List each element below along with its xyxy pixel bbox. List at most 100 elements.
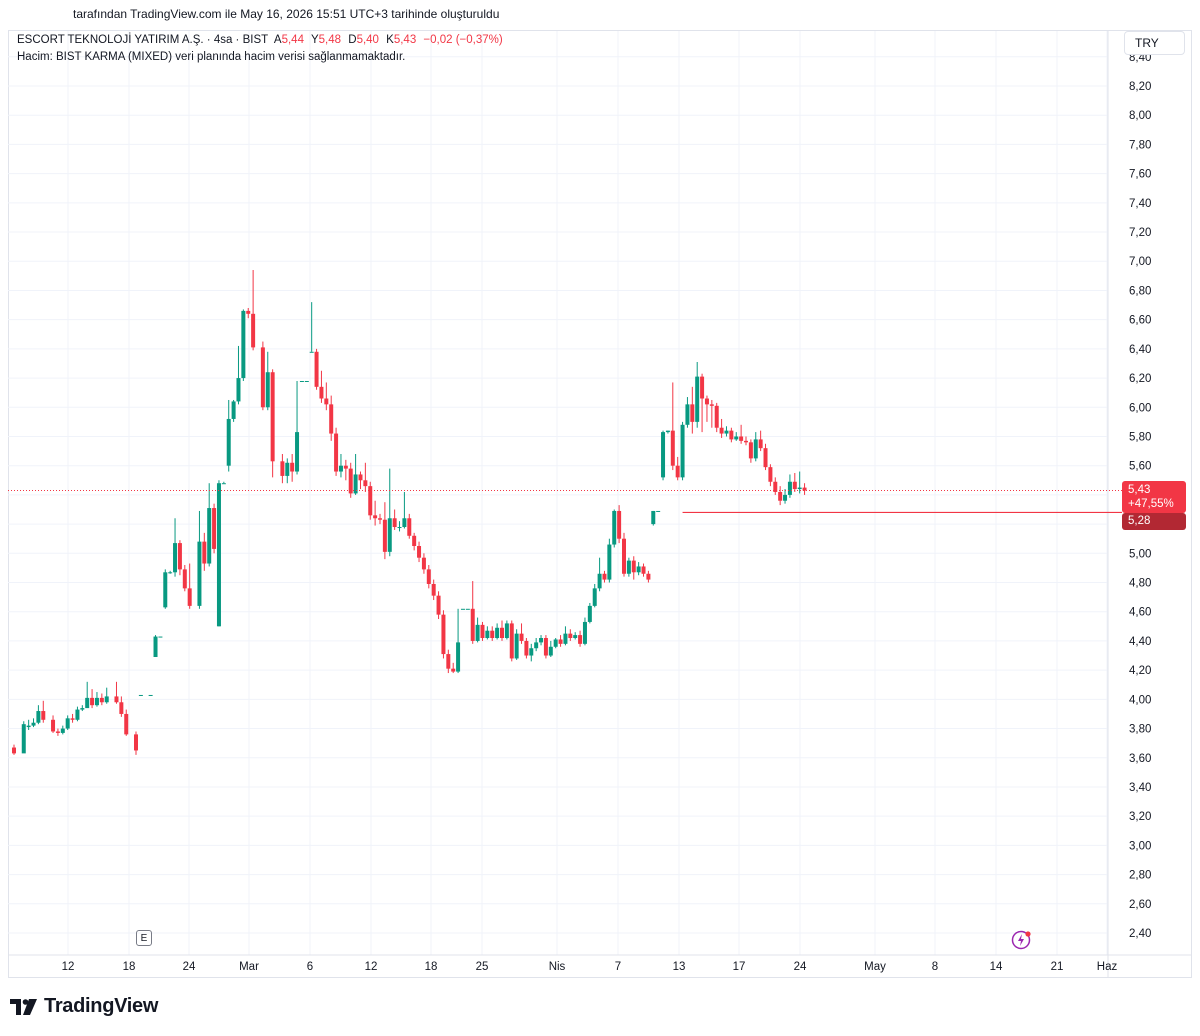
high-value: 5,48	[318, 34, 342, 46]
candle-body	[607, 544, 612, 580]
horizontal-line-label: 5,28	[1122, 513, 1186, 530]
candle	[568, 629, 573, 641]
candle-body	[65, 718, 70, 729]
candle	[36, 705, 41, 725]
chart-caption: tarafından TradingView.com ile May 16, 2…	[73, 7, 500, 21]
candle	[587, 602, 592, 624]
candle	[182, 564, 187, 592]
candle	[592, 583, 597, 608]
candle	[709, 399, 714, 428]
x-tick-label: Nis	[549, 961, 566, 973]
candle-body	[543, 638, 548, 656]
candle	[582, 617, 587, 646]
candle-body	[626, 560, 631, 574]
candle	[280, 454, 285, 484]
candle-body	[114, 696, 119, 703]
tradingview-logo[interactable]: TradingView	[10, 995, 158, 1018]
candle	[436, 591, 441, 620]
candle-body	[299, 380, 304, 382]
candle	[441, 610, 446, 659]
candle	[724, 426, 729, 437]
candle	[602, 570, 607, 583]
x-tick-label: 24	[183, 961, 196, 973]
candle-body	[460, 608, 465, 610]
candle-body	[304, 380, 309, 382]
candle-body	[421, 557, 426, 570]
candle	[241, 309, 246, 381]
candle	[334, 427, 339, 476]
candle	[622, 532, 626, 577]
candle-body	[21, 724, 26, 754]
candle-body	[612, 510, 617, 545]
candle-body	[36, 711, 41, 723]
candle	[290, 454, 295, 482]
candle-body	[709, 404, 714, 406]
last-price-label: 5,43 +47,55%	[1122, 481, 1186, 513]
alert-bolt-icon[interactable]	[1011, 929, 1033, 956]
y-tick-label: 4,60	[1129, 607, 1151, 619]
candle-body	[582, 621, 587, 644]
y-tick-label: 7,40	[1129, 198, 1151, 210]
y-tick-label: 2,80	[1129, 870, 1151, 882]
candle-body	[778, 491, 783, 501]
candle-body	[495, 627, 500, 639]
candle-body	[426, 569, 431, 584]
candle-body	[168, 572, 173, 574]
candle	[31, 718, 36, 728]
candle-body	[295, 432, 300, 472]
candle-body	[324, 398, 329, 405]
x-tick-label: 12	[62, 961, 75, 973]
candle-body	[631, 560, 636, 573]
candle	[153, 635, 158, 657]
candle	[543, 635, 548, 659]
grid	[8, 31, 1192, 977]
candle	[260, 341, 265, 411]
candle-body	[519, 633, 524, 641]
candle-body	[773, 481, 778, 492]
candle-body	[187, 588, 192, 606]
candle	[787, 474, 792, 498]
candle-body	[480, 624, 485, 639]
y-tick-label: 7,00	[1129, 256, 1151, 268]
candle-body	[319, 386, 324, 399]
candle-body	[80, 708, 85, 710]
candle-body	[368, 486, 373, 516]
currency-label: TRY	[1135, 36, 1159, 50]
candle	[646, 570, 651, 583]
candle	[114, 681, 119, 704]
low-value: 5,40	[356, 34, 379, 46]
candle-body	[470, 608, 475, 641]
candle	[460, 608, 465, 610]
candle-body	[504, 623, 509, 639]
candle	[768, 464, 773, 487]
candle-body	[524, 640, 529, 656]
candle-body	[202, 541, 207, 564]
candle-body	[763, 448, 768, 468]
candle	[397, 521, 402, 532]
candle-body	[104, 696, 109, 703]
x-tick-label: 14	[990, 961, 1003, 973]
candle	[124, 709, 129, 736]
candle	[490, 626, 495, 641]
candle-body	[153, 636, 158, 657]
candle	[265, 351, 270, 411]
x-tick-label: Mar	[239, 961, 259, 973]
y-tick-label: 6,40	[1129, 344, 1151, 356]
candle	[407, 513, 412, 539]
earnings-event-badge[interactable]: E	[136, 930, 152, 946]
y-tick-label: 4,20	[1129, 665, 1151, 677]
candle	[656, 510, 661, 512]
candle-body	[251, 313, 256, 348]
y-tick-label: 7,80	[1129, 139, 1151, 151]
candle	[412, 532, 417, 551]
candle-body	[236, 378, 241, 402]
candle	[295, 380, 300, 475]
candle	[363, 462, 368, 492]
candle	[500, 620, 504, 641]
candle	[719, 418, 724, 438]
candle-body	[719, 427, 724, 434]
currency-button[interactable]: TRY	[1124, 31, 1185, 55]
candle-body	[690, 404, 695, 422]
y-tick-label: 4,00	[1129, 694, 1151, 706]
